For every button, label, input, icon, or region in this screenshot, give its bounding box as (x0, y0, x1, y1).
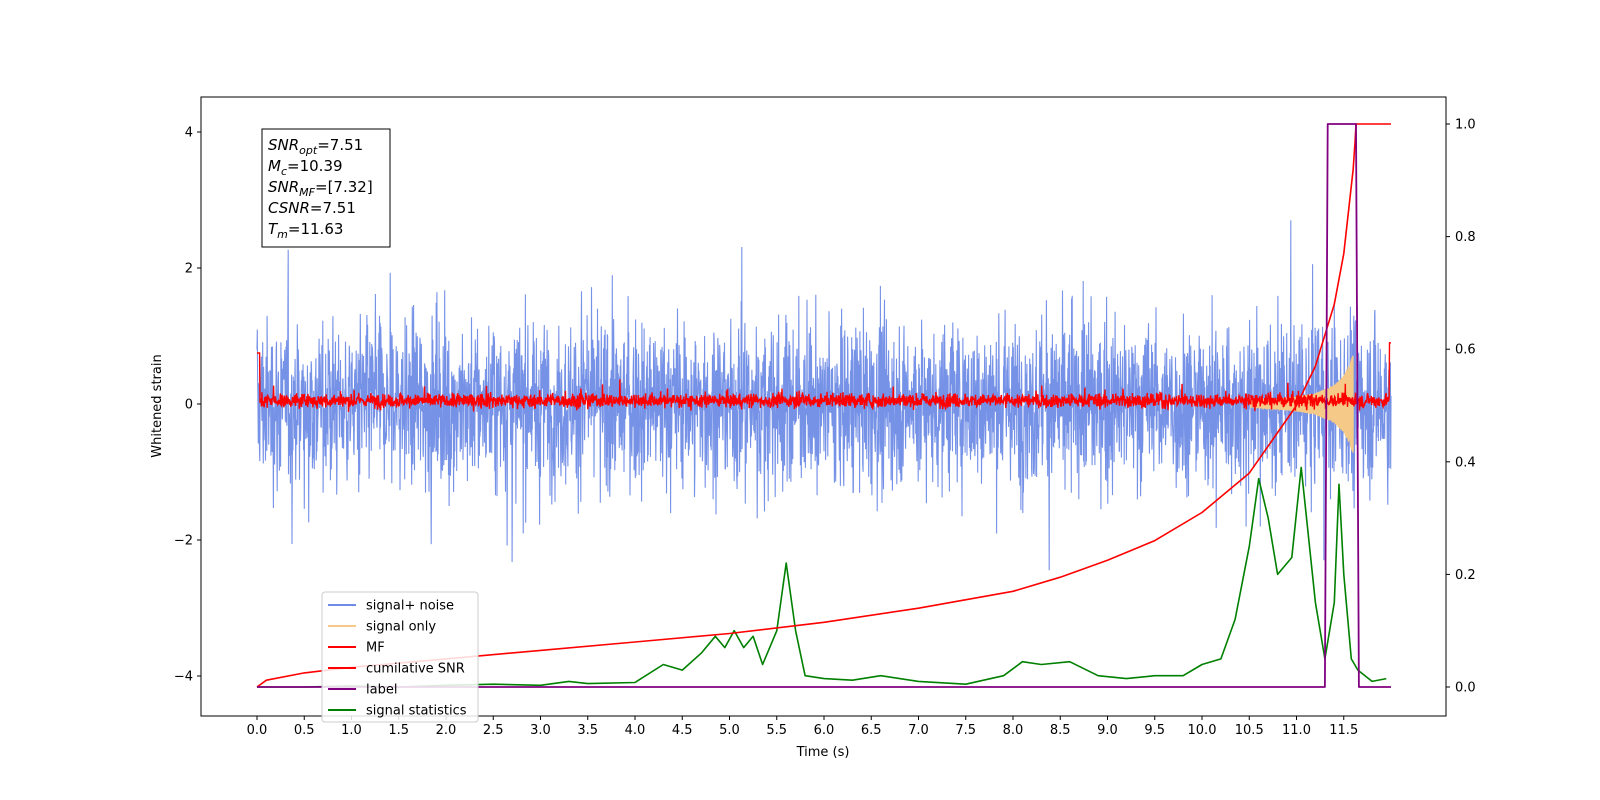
x-tick-label: 8.0 (1003, 723, 1024, 738)
x-tick-label: 7.0 (908, 723, 929, 738)
y2-tick-label: 0.6 (1455, 343, 1476, 358)
y2-tick-label: 0.4 (1455, 455, 1476, 470)
series-mf-line (257, 342, 1391, 412)
legend: signal+ noise signal only MF cumilative SNR… (321, 591, 479, 723)
legend-item: MF (328, 641, 385, 656)
legend-item: signal statistics (328, 704, 467, 719)
legend-item: label (328, 683, 397, 698)
legend-item: signal+ noise (328, 599, 454, 614)
annotation-box-frame (261, 128, 391, 248)
annotation-line: CSNR=7.51 (268, 199, 356, 217)
x-tick-label: 2.0 (436, 723, 457, 738)
x-tick-label: 0.5 (294, 723, 315, 738)
x-tick-label: 5.5 (766, 723, 787, 738)
x-tick-label: 8.5 (1050, 723, 1071, 738)
series-signal-only-line (1248, 355, 1354, 453)
legend-frame (321, 591, 479, 723)
x-tick-label: 0.0 (247, 723, 268, 738)
legend-label: label (366, 683, 397, 698)
legend-label: signal only (366, 620, 436, 635)
y-tick-label: 4 (185, 126, 193, 141)
x-tick-label: 3.0 (530, 723, 551, 738)
y-tick-label: 0 (185, 398, 193, 413)
x-tick-label: 11.0 (1282, 723, 1311, 738)
x-tick-label: 9.0 (1097, 723, 1118, 738)
annotation-line: SNRopt=7.51 (268, 136, 363, 157)
x-tick-label: 7.5 (955, 723, 976, 738)
legend-label: signal+ noise (366, 599, 454, 614)
x-axis: 0.0 0.5 1.0 1.5 2.0 2.5 3.0 3.5 4.0 4.5 5.0 5.5 6.0 6… (247, 716, 1358, 738)
y-axis-title: Whitened strain (150, 354, 165, 457)
x-tick-label: 10.5 (1235, 723, 1264, 738)
series-signal-statistics-line (257, 466, 1387, 688)
y-axis-right: 0.0 0.2 0.4 0.6 0.8 1.0 (1446, 118, 1476, 696)
y-tick-label: −4 (174, 670, 193, 685)
series-signal-noise-line (256, 220, 1392, 571)
x-tick-label: 4.0 (625, 723, 646, 738)
x-axis-title: Time (s) (796, 745, 850, 760)
x-tick-label: 6.5 (861, 723, 882, 738)
x-tick-label: 1.5 (388, 723, 409, 738)
y2-tick-label: 0.8 (1455, 230, 1476, 245)
x-tick-label: 5.0 (719, 723, 740, 738)
y-tick-label: 2 (185, 262, 193, 277)
annotation-box: SNRopt=7.51Mc=10.39SNRMF=[7.32]CSNR=7.51… (261, 128, 391, 248)
legend-item: signal only (328, 620, 436, 635)
x-tick-label: 10.0 (1188, 723, 1217, 738)
x-tick-label: 4.5 (672, 723, 693, 738)
legend-label: cumilative SNR (366, 662, 465, 677)
legend-label: signal statistics (366, 704, 467, 719)
x-tick-label: 6.0 (814, 723, 835, 738)
annotation-line: Tm=11.63 (268, 220, 343, 241)
y-tick-label: −2 (174, 534, 193, 549)
y2-tick-label: 0.0 (1455, 681, 1476, 696)
x-tick-label: 3.5 (577, 723, 598, 738)
annotation-line: Mc=10.39 (268, 157, 343, 178)
y2-tick-label: 1.0 (1455, 118, 1476, 133)
y-axis-left: −4 −2 0 2 4 (174, 126, 201, 685)
x-tick-label: 2.5 (483, 723, 504, 738)
x-tick-label: 9.5 (1144, 723, 1165, 738)
series-label-line (257, 123, 1391, 688)
legend-item: cumilative SNR (328, 662, 465, 677)
legend-label: MF (366, 641, 385, 656)
y2-tick-label: 0.2 (1455, 568, 1476, 583)
x-tick-label: 1.0 (341, 723, 362, 738)
x-tick-label: 11.5 (1329, 723, 1358, 738)
annotation-line: SNRMF=[7.32] (268, 178, 373, 199)
